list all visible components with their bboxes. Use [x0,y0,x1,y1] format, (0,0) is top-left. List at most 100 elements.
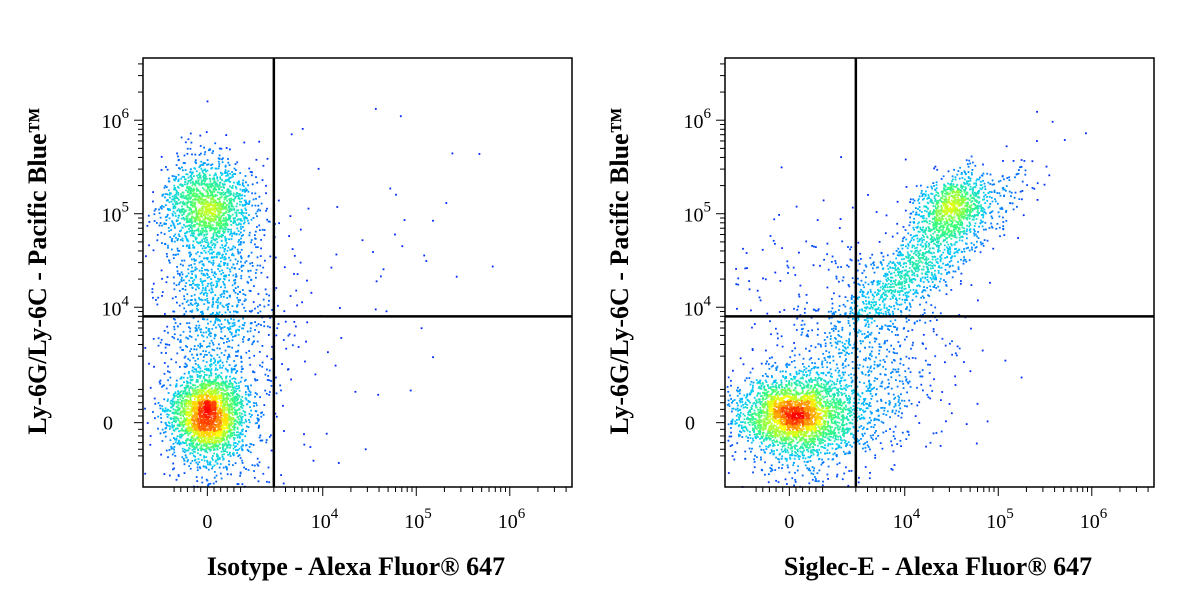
data-point [256,417,259,420]
data-point [212,449,215,451]
data-point [170,200,173,203]
data-point [219,394,221,397]
data-point [204,392,206,395]
data-point [192,192,195,194]
data-point [230,417,233,420]
data-point [208,289,211,292]
data-point [231,426,234,428]
data-point [189,251,192,254]
data-point [232,407,234,410]
data-point [226,267,229,269]
data-point [254,204,257,207]
data-point [226,473,229,476]
data-point [255,276,257,279]
data-point [235,409,238,412]
data-point [243,241,245,244]
data-point [206,301,209,304]
data-point [240,357,243,359]
data-point [216,454,219,457]
data-point [181,456,184,459]
data-point [275,376,277,379]
data-point [199,342,202,345]
data-point [148,362,150,365]
data-point [251,309,254,312]
data-point [197,326,200,329]
data-point [179,274,181,277]
data-point [213,412,216,415]
data-point [183,410,186,412]
data-point [181,205,183,208]
data-point [208,207,211,210]
data-point [232,391,234,394]
data-point [241,439,244,441]
data-point [181,423,184,426]
data-point [226,188,229,190]
data-point [167,246,169,249]
data-point [227,308,229,311]
data-point [186,293,189,296]
data-point [187,268,190,271]
data-point [256,210,259,213]
data-point [189,191,191,194]
data-point [153,213,156,216]
data-point [219,412,222,414]
data-point [247,388,250,391]
data-point [204,406,207,409]
data-point [193,188,196,191]
data-point [220,420,223,423]
data-point [252,301,255,303]
data-point [186,206,189,209]
data-point [198,435,201,438]
data-point [242,264,245,267]
data-point [233,420,236,423]
data-point [213,399,215,401]
data-point [207,463,209,466]
data-point [201,220,204,222]
data-point [211,167,214,169]
data-point [220,220,223,222]
data-point [239,203,241,206]
data-point [167,379,169,382]
data-point [168,201,171,204]
data-point [275,287,278,289]
data-point [210,374,212,377]
data-point [207,381,210,384]
data-point [222,437,225,440]
data-point [210,392,213,394]
data-point [201,209,204,212]
data-point [165,199,168,202]
data-point [152,200,154,203]
data-point [239,183,241,186]
data-point [203,399,206,402]
data-point [202,273,205,275]
data-point [200,212,203,214]
data-point [169,402,172,405]
data-point [161,385,163,388]
data-point [177,338,179,341]
data-point [226,303,229,306]
data-point [193,402,196,405]
data-point [228,268,231,271]
data-point [160,413,162,416]
data-point [245,391,247,393]
data-point [167,189,170,192]
data-point [196,395,199,398]
data-point [214,195,217,198]
data-point [189,359,191,362]
data-point [196,399,199,402]
data-point [193,405,196,408]
data-point [306,279,308,282]
plot-panel-isotype: 0 104 105 106 0 104 105 106 Ly-6G/Ly-6C - Pacif… [23,57,573,581]
data-point [209,359,212,362]
data-point [210,228,212,230]
data-point [178,304,181,307]
data-point [265,293,268,296]
data-point [198,287,200,290]
data-point [184,197,187,200]
data-point [192,391,195,394]
data-point [152,411,154,413]
data-point [215,256,218,259]
data-point [204,450,207,453]
data-point [206,369,209,371]
data-point [232,254,235,257]
